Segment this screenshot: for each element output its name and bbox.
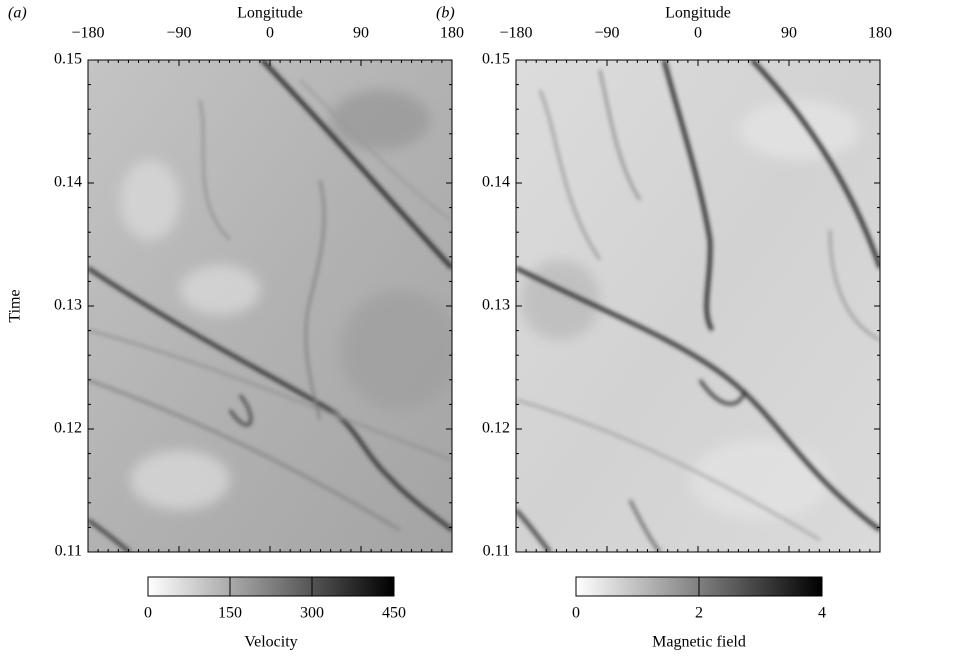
- y-tick-label: 0.15: [54, 51, 82, 68]
- x-tick-label: −90: [594, 25, 619, 42]
- panel-label: (b): [436, 5, 455, 22]
- colorbar-tick-label: 4: [818, 605, 826, 622]
- heatmap-image: [88, 60, 452, 552]
- x-tick-label: 0: [694, 25, 702, 42]
- x-tick-label: 90: [781, 25, 797, 42]
- x-tick-label: −180: [71, 25, 104, 42]
- y-tick-label: 0.12: [54, 420, 82, 437]
- x-axis-label: Longitude: [665, 5, 731, 22]
- panel-label: (a): [8, 5, 27, 22]
- x-axis-label: Longitude: [237, 5, 303, 22]
- colorbar-tick-label: 0: [572, 605, 580, 622]
- colorbar-tick-label: 300: [300, 605, 324, 622]
- colorbar-tick-label: 150: [218, 605, 242, 622]
- y-tick-label: 0.11: [483, 543, 510, 560]
- x-tick-label: 0: [266, 25, 274, 42]
- x-tick-label: 180: [868, 25, 892, 42]
- x-tick-label: −180: [499, 25, 532, 42]
- colorbar: [147, 576, 395, 597]
- heatmap-image: [516, 60, 880, 552]
- colorbar-label: Velocity: [244, 634, 297, 651]
- colorbar-tick-label: 2: [695, 605, 703, 622]
- y-tick-label: 0.14: [482, 174, 510, 191]
- x-tick-label: −90: [166, 25, 191, 42]
- y-tick-label: 0.12: [482, 420, 510, 437]
- y-tick-label: 0.13: [482, 297, 510, 314]
- colorbar-tick-label: 450: [382, 605, 406, 622]
- y-axis-label: Time: [7, 289, 24, 322]
- y-tick-label: 0.11: [55, 543, 82, 560]
- x-tick-label: 180: [440, 25, 464, 42]
- y-tick-label: 0.15: [482, 51, 510, 68]
- x-tick-label: 90: [353, 25, 369, 42]
- colorbar-tick-label: 0: [144, 605, 152, 622]
- y-tick-label: 0.14: [54, 174, 82, 191]
- y-tick-label: 0.13: [54, 297, 82, 314]
- colorbar-label: Magnetic field: [652, 634, 746, 651]
